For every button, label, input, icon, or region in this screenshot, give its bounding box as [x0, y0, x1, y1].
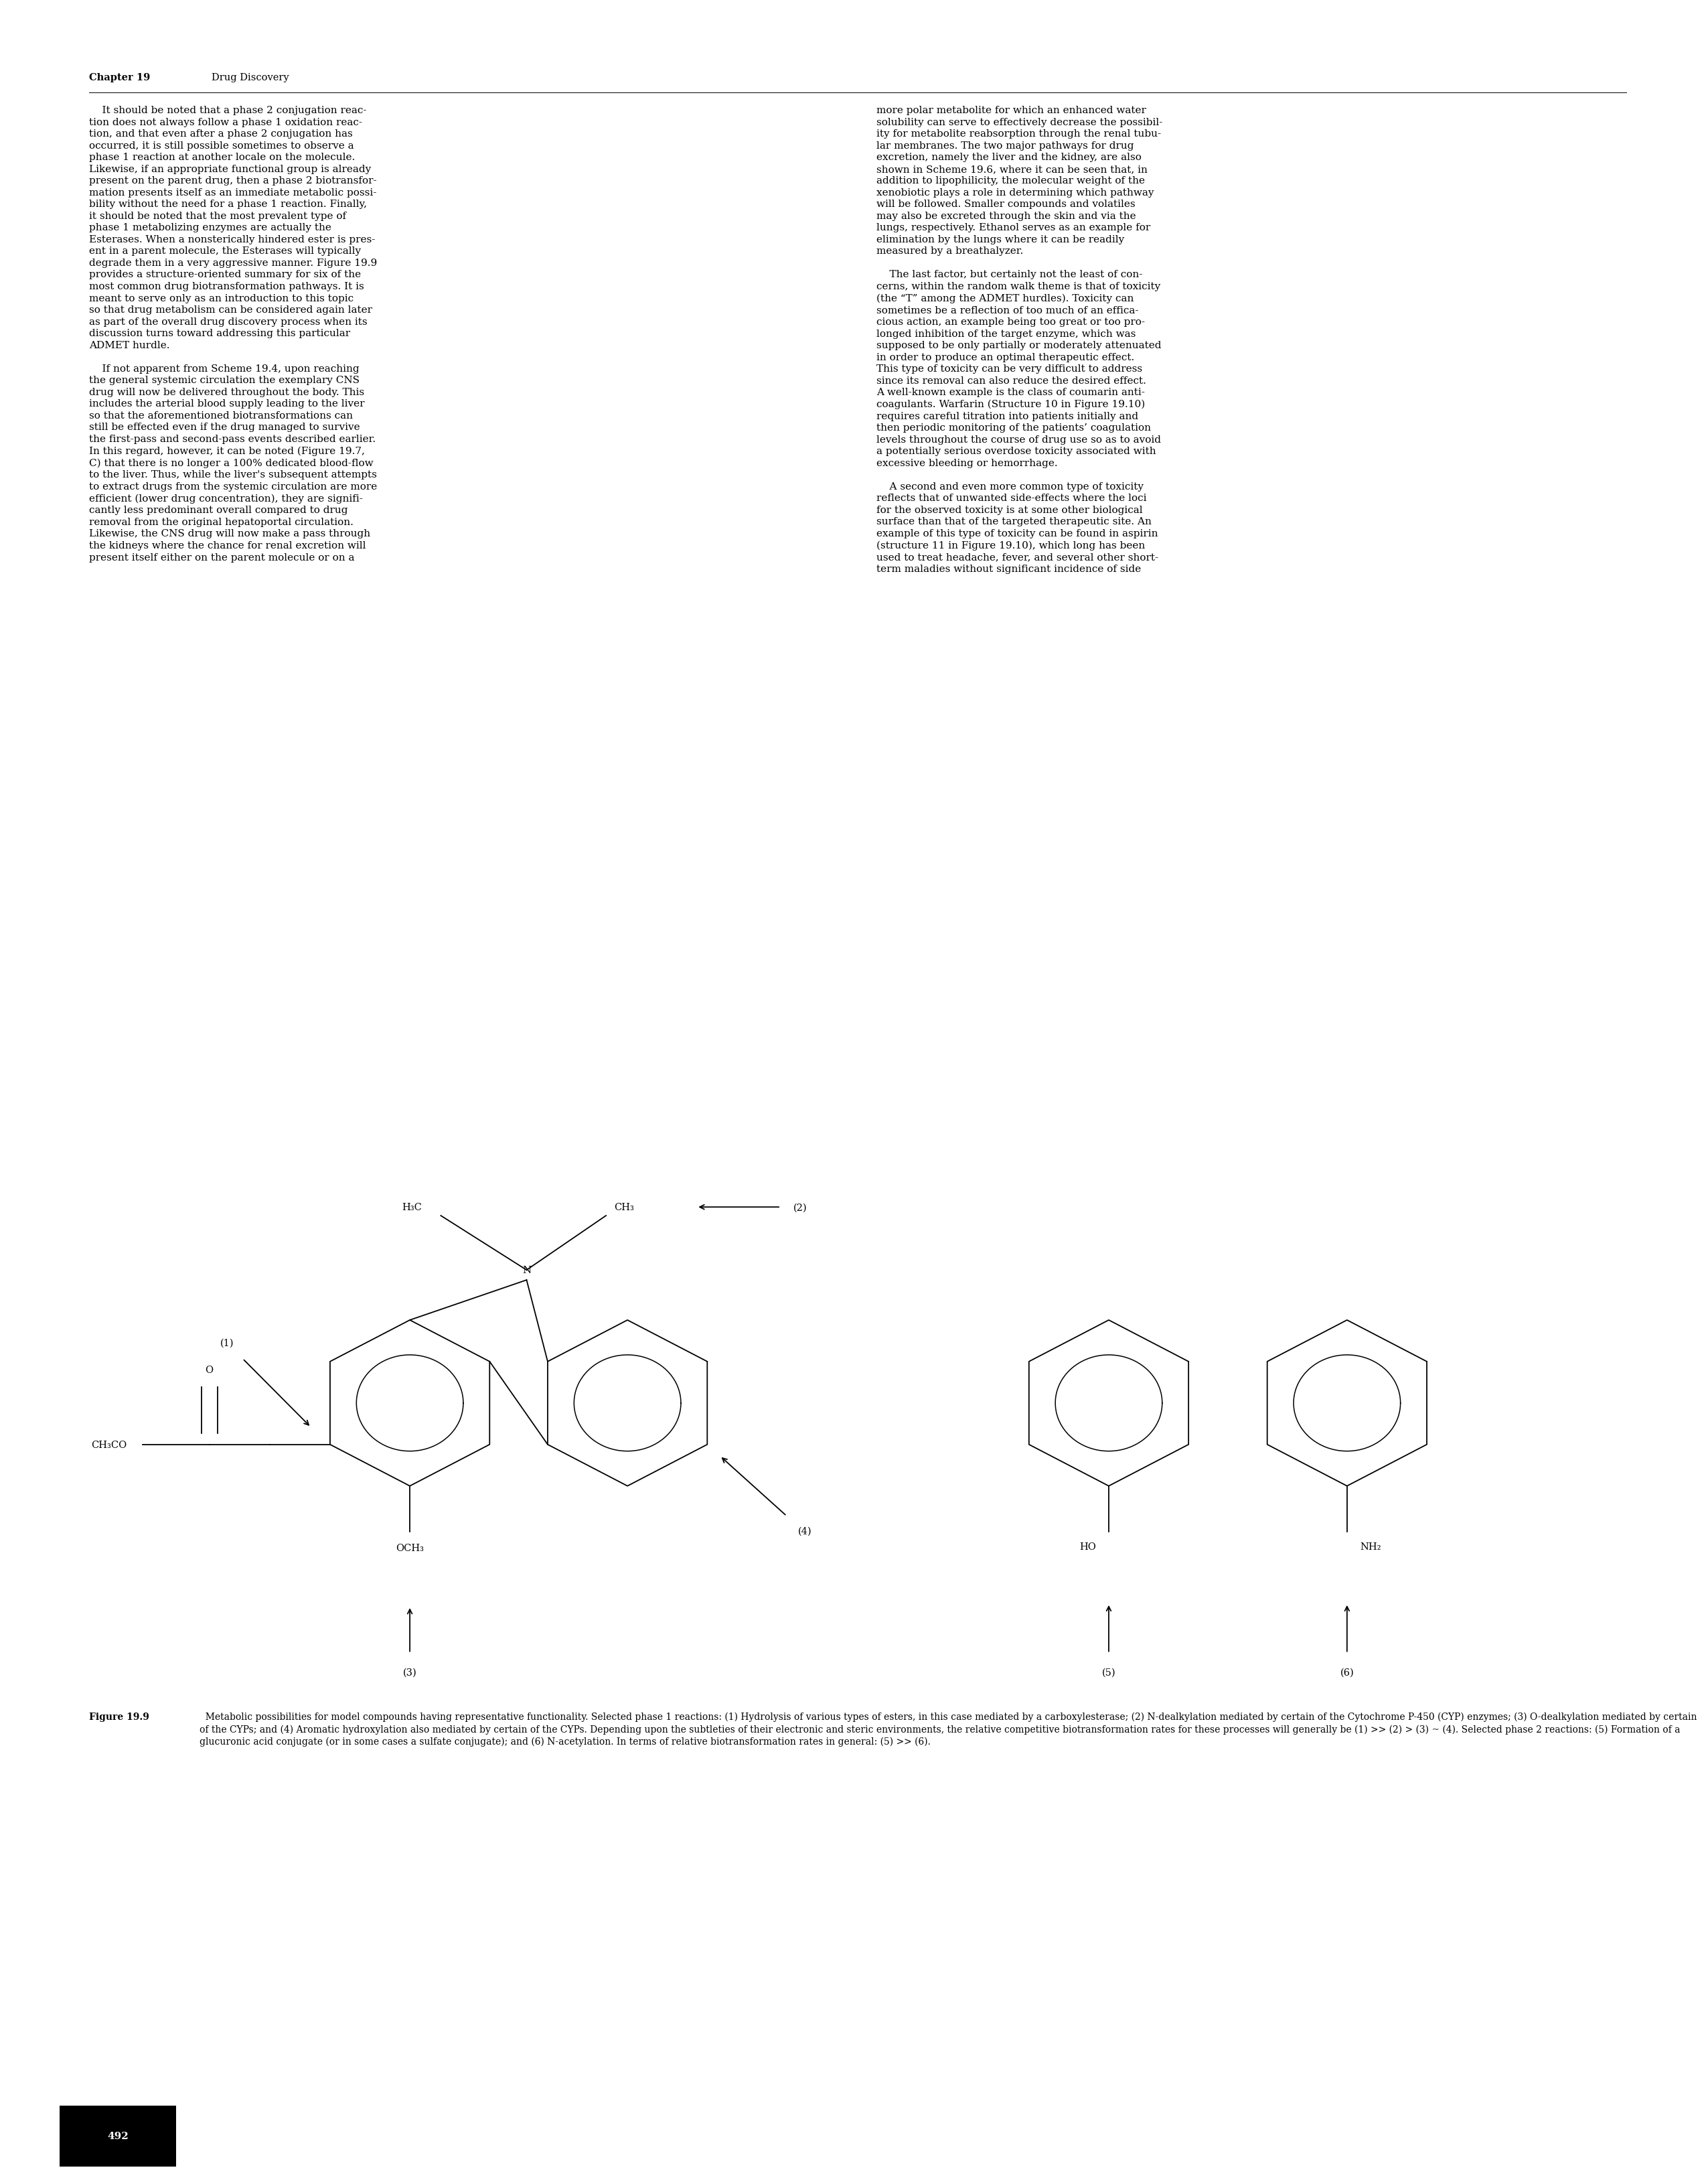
- Text: OCH₃: OCH₃: [396, 1544, 424, 1553]
- Text: NH₂: NH₂: [1360, 1542, 1380, 1551]
- Text: (5): (5): [1102, 1669, 1115, 1677]
- Text: CH₃: CH₃: [613, 1203, 634, 1212]
- Text: (4): (4): [798, 1527, 811, 1535]
- Text: O: O: [205, 1365, 214, 1374]
- Text: CH₃CO: CH₃CO: [91, 1439, 126, 1450]
- Text: Metabolic possibilities for model compounds having representative functionality.: Metabolic possibilities for model compou…: [200, 1712, 1698, 1745]
- Text: HO: HO: [1079, 1542, 1097, 1551]
- Text: (6): (6): [1341, 1669, 1354, 1677]
- Text: (2): (2): [794, 1203, 808, 1212]
- Text: 492: 492: [108, 2132, 128, 2140]
- Text: N: N: [523, 1265, 531, 1275]
- FancyBboxPatch shape: [60, 2105, 176, 2167]
- Text: Drug Discovery: Drug Discovery: [212, 74, 289, 83]
- Text: (1): (1): [220, 1339, 234, 1348]
- Text: (3): (3): [403, 1669, 417, 1677]
- Text: H₃C: H₃C: [401, 1203, 422, 1212]
- Text: Chapter 19: Chapter 19: [89, 74, 150, 83]
- Text: Figure 19.9: Figure 19.9: [89, 1712, 149, 1721]
- Text: more polar metabolite for which an enhanced water
solubility can serve to effect: more polar metabolite for which an enhan…: [876, 105, 1163, 574]
- Text: It should be noted that a phase 2 conjugation reac-
tion does not always follow : It should be noted that a phase 2 conjug…: [89, 105, 377, 561]
